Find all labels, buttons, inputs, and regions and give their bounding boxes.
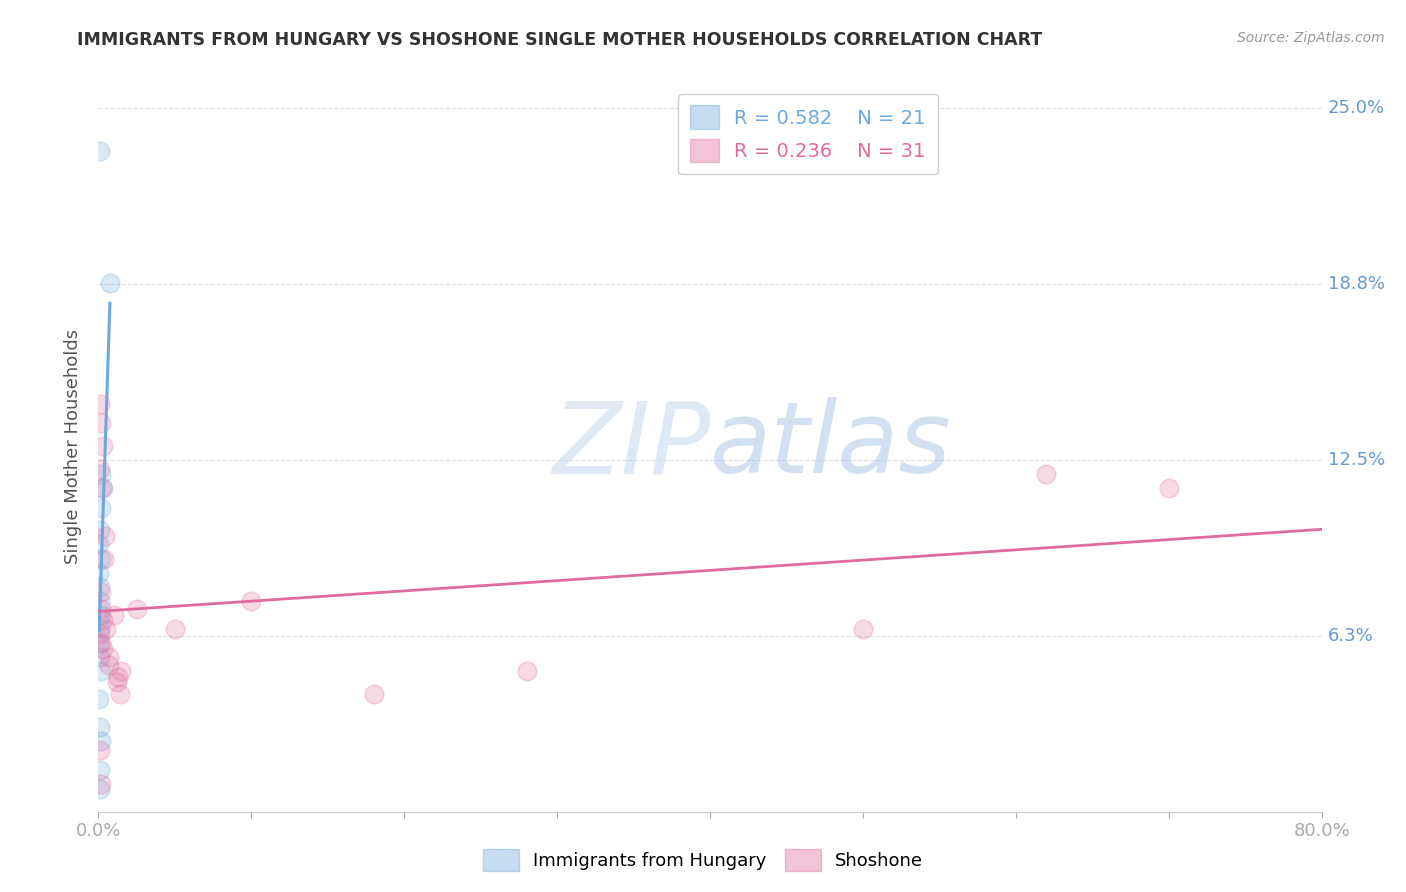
Point — [90, 417, 112, 431]
Text: Source: ZipAtlas.com: Source: ZipAtlas.com — [1237, 31, 1385, 45]
Point — [852, 622, 875, 636]
Point — [93, 551, 115, 566]
Point — [110, 664, 132, 678]
Point — [89, 743, 111, 757]
Point — [91, 481, 114, 495]
Text: ZIP: ZIP — [551, 398, 710, 494]
Point — [163, 622, 186, 636]
Text: 6.3%: 6.3% — [1327, 627, 1374, 645]
Point — [240, 593, 263, 607]
Point — [89, 627, 111, 641]
Legend: R = 0.582    N = 21, R = 0.236    N = 31: R = 0.582 N = 21, R = 0.236 N = 31 — [678, 94, 938, 174]
Point — [91, 641, 114, 656]
Point — [90, 664, 112, 678]
Text: atlas: atlas — [710, 398, 952, 494]
Point — [1035, 467, 1057, 482]
Point — [90, 734, 112, 748]
Point — [89, 692, 111, 706]
Point — [103, 607, 125, 622]
Point — [89, 763, 111, 777]
Text: 12.5%: 12.5% — [1327, 451, 1385, 469]
Point — [89, 636, 111, 650]
Point — [93, 529, 115, 543]
Point — [98, 276, 121, 290]
Point — [89, 593, 111, 607]
Point — [98, 658, 121, 673]
Point — [91, 439, 114, 453]
Point — [89, 650, 111, 665]
Point — [89, 622, 111, 636]
Point — [108, 687, 131, 701]
Point — [89, 537, 111, 551]
Text: 25.0%: 25.0% — [1327, 99, 1385, 118]
Point — [89, 580, 111, 594]
Legend: Immigrants from Hungary, Shoshone: Immigrants from Hungary, Shoshone — [475, 842, 931, 879]
Point — [1157, 481, 1180, 495]
Point — [91, 481, 114, 495]
Point — [90, 467, 112, 482]
Point — [98, 650, 121, 665]
Point — [105, 675, 128, 690]
Point — [89, 782, 111, 797]
Point — [125, 602, 148, 616]
Y-axis label: Single Mother Households: Single Mother Households — [65, 328, 83, 564]
Point — [91, 614, 114, 628]
Point — [516, 664, 538, 678]
Text: 18.8%: 18.8% — [1327, 276, 1385, 293]
Point — [90, 636, 112, 650]
Point — [94, 622, 117, 636]
Point — [89, 144, 111, 158]
Point — [90, 585, 112, 599]
Point — [89, 566, 111, 580]
Point — [107, 670, 129, 684]
Point — [89, 461, 111, 475]
Text: IMMIGRANTS FROM HUNGARY VS SHOSHONE SINGLE MOTHER HOUSEHOLDS CORRELATION CHART: IMMIGRANTS FROM HUNGARY VS SHOSHONE SING… — [77, 31, 1043, 49]
Point — [89, 720, 111, 734]
Point — [90, 500, 112, 515]
Point — [90, 602, 112, 616]
Point — [90, 776, 112, 790]
Point — [89, 397, 111, 411]
Point — [90, 551, 112, 566]
Point — [363, 687, 385, 701]
Point — [90, 607, 112, 622]
Point — [89, 524, 111, 538]
